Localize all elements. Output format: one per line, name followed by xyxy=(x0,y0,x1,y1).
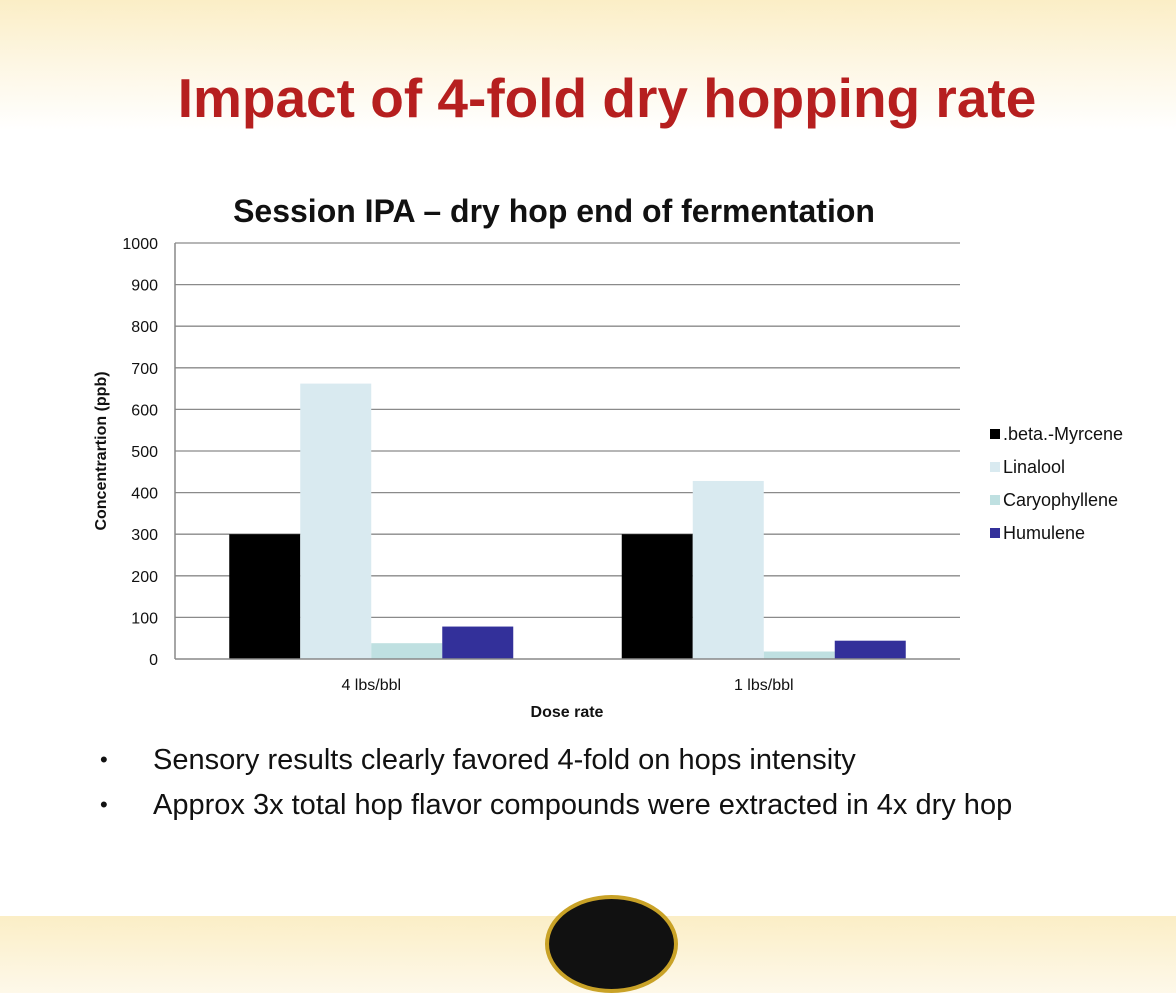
bar xyxy=(834,640,906,659)
bar xyxy=(300,383,372,659)
y-tick-label: 100 xyxy=(131,610,158,627)
legend: .beta.-Myrcene Linalool Caryophyllene Humul… xyxy=(990,424,1123,543)
x-tick-labels: 4 lbs/bbl 1 lbs/bbl xyxy=(341,677,793,694)
y-axis-label: Concentrartion (ppb) xyxy=(93,371,110,530)
x-axis-label: Dose rate xyxy=(531,704,604,721)
y-tick-label: 500 xyxy=(131,444,158,461)
bullet-dot-icon: • xyxy=(100,792,108,817)
bars xyxy=(229,383,906,659)
y-tick-label: 600 xyxy=(131,402,158,419)
bar xyxy=(763,651,835,659)
y-tick-label: 900 xyxy=(131,278,158,295)
bullet-item: • Sensory results clearly favored 4-fold … xyxy=(100,740,1012,785)
bar xyxy=(621,534,693,659)
bar xyxy=(442,626,514,659)
y-tick-label: 300 xyxy=(131,527,158,544)
y-tick-label: 400 xyxy=(131,486,158,503)
bar-chart: Session IPA – dry hop end of fermentatio… xyxy=(93,193,1123,721)
bullet-list: • Sensory results clearly favored 4-fold … xyxy=(100,740,1012,830)
legend-label: Humulene xyxy=(1003,523,1085,543)
legend-swatch xyxy=(990,495,1000,505)
y-tick-label: 0 xyxy=(149,652,158,669)
legend-label: Linalool xyxy=(1003,457,1065,477)
legend-label: Caryophyllene xyxy=(1003,490,1118,510)
legend-swatch xyxy=(990,462,1000,472)
slide-title: Impact of 4-fold dry hopping rate xyxy=(177,67,1037,129)
x-tick-label: 1 lbs/bbl xyxy=(734,677,794,694)
seal-logo xyxy=(545,895,678,993)
legend-swatch xyxy=(990,528,1000,538)
bar xyxy=(229,534,301,659)
y-tick-label: 200 xyxy=(131,569,158,586)
legend-label: .beta.-Myrcene xyxy=(1003,424,1123,444)
legend-swatch xyxy=(990,429,1000,439)
bullet-item: • Approx 3x total hop flavor compounds we… xyxy=(100,785,1012,830)
x-tick-label: 4 lbs/bbl xyxy=(341,677,401,694)
y-tick-label: 1000 xyxy=(122,236,158,253)
bar xyxy=(371,643,443,659)
y-tick-label: 800 xyxy=(131,319,158,336)
chart-title: Session IPA – dry hop end of fermentatio… xyxy=(233,193,875,229)
y-tick-label: 700 xyxy=(131,361,158,378)
y-tick-labels: 0 100 200 300 400 500 600 700 800 900 1000 xyxy=(122,236,158,669)
bar xyxy=(692,480,764,659)
bullet-dot-icon: • xyxy=(100,747,108,772)
